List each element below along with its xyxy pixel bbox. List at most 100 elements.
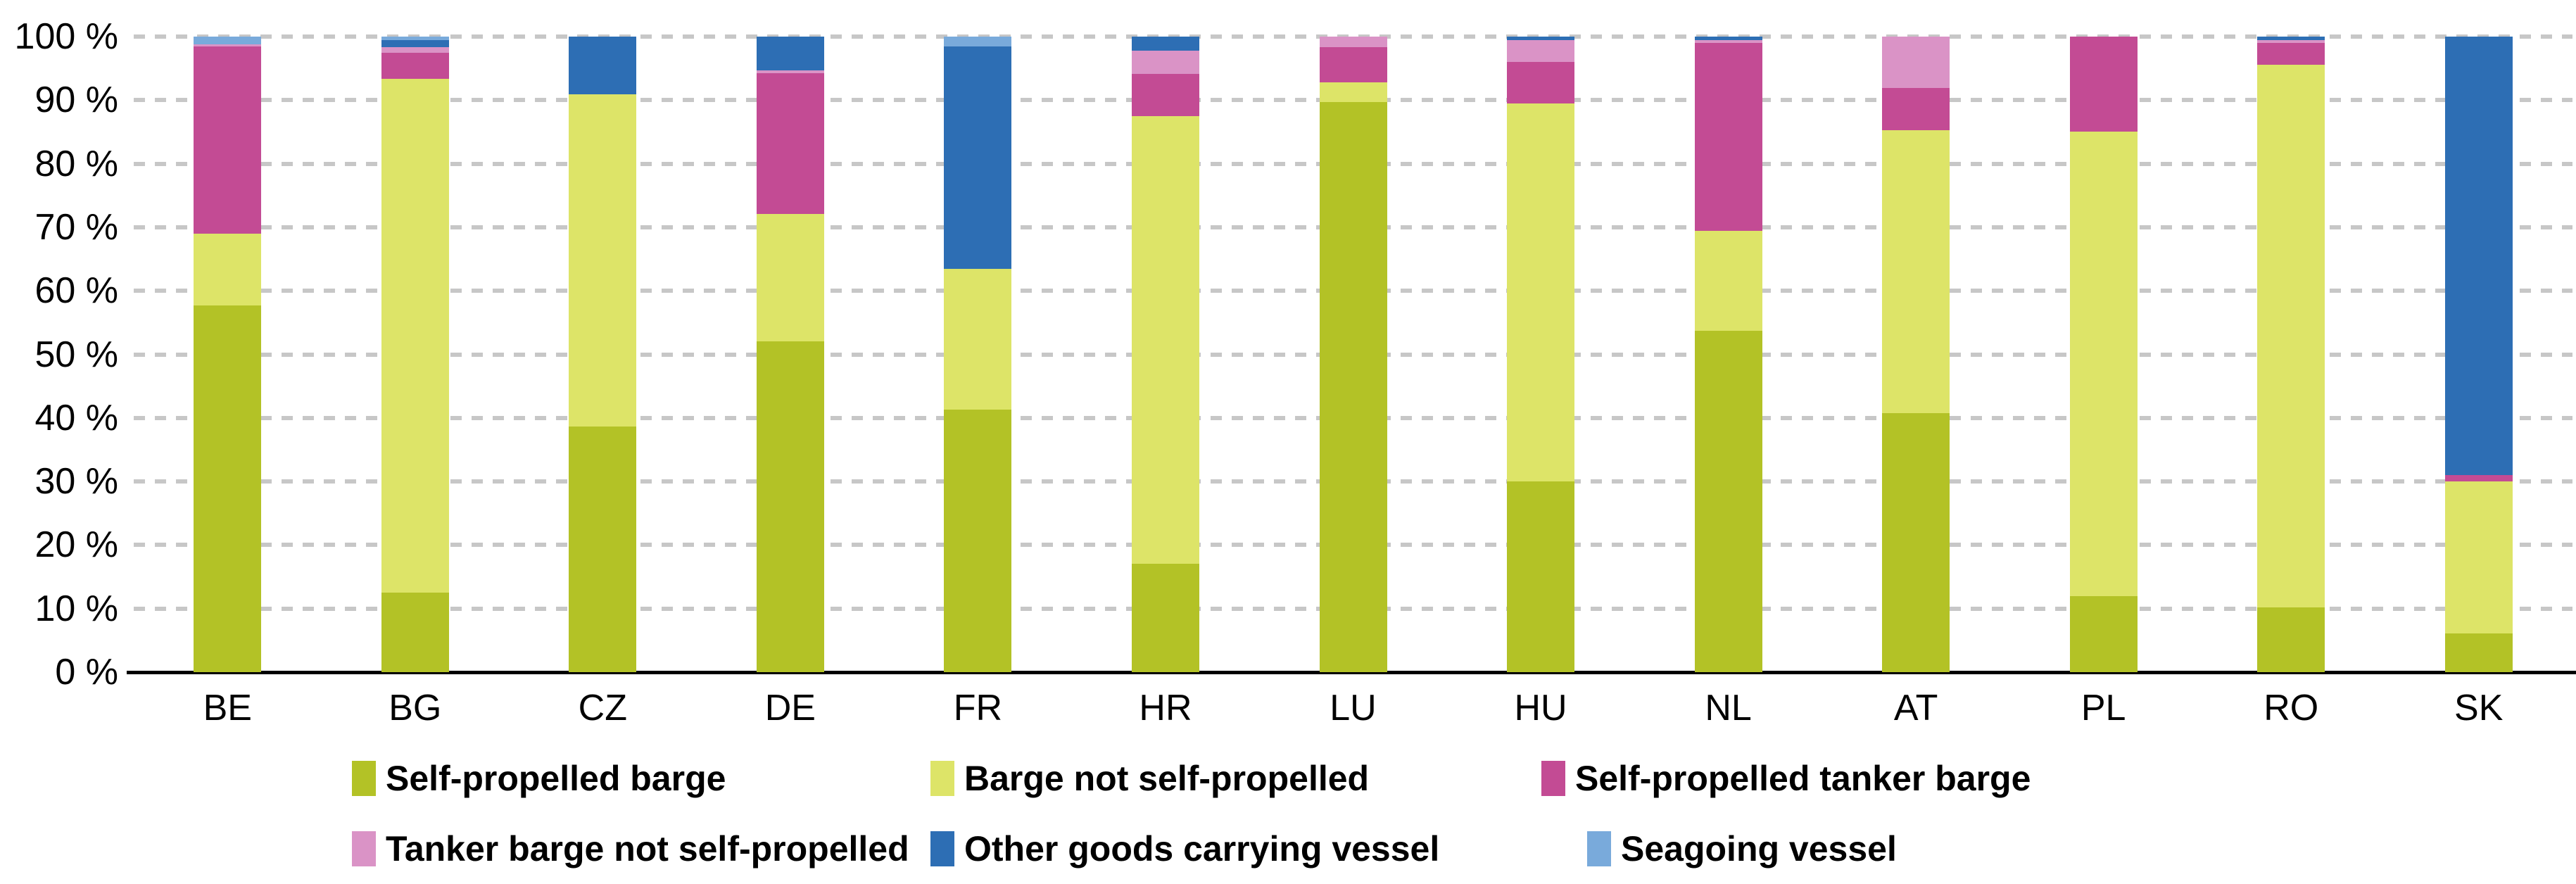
y-tick-label-10: 10 %	[34, 588, 118, 629]
segment-PL-self-propelled-barge	[2069, 595, 2138, 672]
segment-FR-seagoing-vessel	[944, 37, 1012, 47]
segment-BE-self-propelled-barge	[194, 305, 262, 672]
segment-LU-tanker-barge-not-self-propelled	[1319, 37, 1387, 48]
x-tick-label-CZ: CZ	[578, 688, 627, 728]
y-tick-label-60: 60 %	[34, 270, 118, 312]
segment-NL-other-goods-carrying-vessel	[1694, 37, 1762, 41]
bar-RO	[2257, 37, 2325, 672]
segment-BE-barge-not-self-propelled	[194, 233, 262, 305]
x-tick-label-NL: NL	[1705, 688, 1752, 728]
bar-DE	[756, 37, 824, 672]
segment-FR-self-propelled-barge	[944, 410, 1012, 672]
segment-HR-self-propelled-barge	[1131, 563, 1199, 672]
segment-DE-tanker-barge-not-self-propelled	[756, 70, 824, 74]
segment-NL-barge-not-self-propelled	[1694, 231, 1762, 332]
legend-label: Self-propelled tanker barge	[1575, 759, 2031, 798]
segment-AT-self-propelled-tanker-barge	[1882, 88, 1950, 130]
segment-DE-self-propelled-tanker-barge	[756, 73, 824, 214]
legend-swatch-icon	[352, 761, 376, 796]
segment-HU-barge-not-self-propelled	[1507, 103, 1575, 482]
segment-SK-other-goods-carrying-vessel	[2444, 37, 2513, 476]
segment-HR-barge-not-self-propelled	[1131, 115, 1199, 564]
segment-RO-self-propelled-barge	[2257, 607, 2325, 672]
segment-BE-self-propelled-tanker-barge	[194, 46, 262, 234]
segment-FR-barge-not-self-propelled	[944, 268, 1012, 410]
x-tick-label-AT: AT	[1893, 688, 1938, 728]
legend-swatch-icon	[352, 831, 376, 866]
legend-swatch-icon	[930, 761, 954, 796]
segment-CZ-other-goods-carrying-vessel	[569, 37, 637, 95]
segment-AT-tanker-barge-not-self-propelled	[1882, 37, 1950, 89]
bar-HR	[1131, 37, 1199, 672]
x-tick-label-PL: PL	[2081, 688, 2126, 728]
legend-item-barge-not-self-propelled: Barge not self-propelled	[930, 759, 1369, 798]
segment-BG-tanker-barge-not-self-propelled	[381, 47, 449, 53]
segment-HU-self-propelled-tanker-barge	[1507, 62, 1575, 103]
y-tick-label-80: 80 %	[34, 143, 118, 184]
segment-RO-self-propelled-tanker-barge	[2257, 43, 2325, 65]
legend-label: Self-propelled barge	[386, 759, 726, 798]
segment-LU-self-propelled-barge	[1319, 102, 1387, 672]
y-tick-label-20: 20 %	[34, 524, 118, 566]
x-tick-label-RO: RO	[2264, 688, 2319, 728]
x-tick-label-HU: HU	[1514, 688, 1567, 728]
segment-AT-barge-not-self-propelled	[1882, 130, 1950, 413]
x-tick-label-BE: BE	[203, 688, 252, 728]
segment-HU-self-propelled-barge	[1507, 481, 1575, 672]
segment-DE-barge-not-self-propelled	[756, 213, 824, 341]
x-tick-label-FR: FR	[953, 688, 1003, 728]
bar-BG	[381, 37, 449, 672]
segment-HR-self-propelled-tanker-barge	[1131, 74, 1199, 116]
segment-BG-barge-not-self-propelled	[381, 78, 449, 593]
legend-label: Other goods carrying vessel	[964, 829, 1440, 869]
bar-HU	[1507, 37, 1575, 672]
bar-LU	[1319, 37, 1387, 672]
bar-NL	[1694, 37, 1762, 672]
segment-CZ-self-propelled-barge	[569, 427, 637, 672]
segment-PL-barge-not-self-propelled	[2069, 132, 2138, 596]
y-tick-label-100: 100 %	[14, 16, 118, 57]
segment-BG-self-propelled-tanker-barge	[381, 52, 449, 79]
segment-SK-self-propelled-barge	[2444, 633, 2513, 672]
segment-RO-tanker-barge-not-self-propelled	[2257, 39, 2325, 44]
y-tick-label-40: 40 %	[34, 397, 118, 438]
segment-RO-barge-not-self-propelled	[2257, 64, 2325, 607]
legend-swatch-icon	[1541, 761, 1565, 796]
gridline-100	[134, 34, 2572, 39]
legend-label: Barge not self-propelled	[964, 759, 1370, 798]
y-tick-label-0: 0 %	[55, 652, 118, 693]
segment-BE-tanker-barge-not-self-propelled	[194, 44, 262, 47]
segment-BG-seagoing-vessel	[381, 37, 449, 40]
bar-CZ	[569, 37, 637, 672]
x-axis-line	[127, 671, 2576, 674]
segment-NL-tanker-barge-not-self-propelled	[1694, 40, 1762, 44]
bar-FR	[944, 37, 1012, 672]
legend-swatch-icon	[930, 831, 954, 866]
segment-BG-other-goods-carrying-vessel	[381, 39, 449, 48]
bar-PL	[2069, 37, 2138, 672]
bar-BE	[194, 37, 262, 672]
legend-item-other-goods-carrying-vessel: Other goods carrying vessel	[930, 829, 1439, 869]
y-tick-label-50: 50 %	[34, 334, 118, 375]
segment-FR-other-goods-carrying-vessel	[944, 46, 1012, 269]
legend-item-self-propelled-barge: Self-propelled barge	[352, 759, 726, 798]
segment-RO-other-goods-carrying-vessel	[2257, 37, 2325, 40]
x-tick-label-BG: BG	[389, 688, 442, 728]
segment-AT-self-propelled-barge	[1882, 412, 1950, 672]
segment-DE-other-goods-carrying-vessel	[756, 37, 824, 70]
segment-HR-tanker-barge-not-self-propelled	[1131, 50, 1199, 75]
x-tick-label-DE: DE	[764, 688, 816, 728]
x-tick-label-SK: SK	[2454, 688, 2504, 728]
segment-BE-seagoing-vessel	[194, 37, 262, 44]
legend-item-self-propelled-tanker-barge: Self-propelled tanker barge	[1541, 759, 2031, 798]
segment-NL-self-propelled-tanker-barge	[1694, 43, 1762, 232]
x-tick-label-HR: HR	[1139, 688, 1192, 728]
segment-HU-tanker-barge-not-self-propelled	[1507, 39, 1575, 63]
legend-label: Seagoing vessel	[1621, 829, 1897, 869]
legend-swatch-icon	[1587, 831, 1611, 866]
segment-DE-self-propelled-barge	[756, 341, 824, 672]
segment-SK-barge-not-self-propelled	[2444, 481, 2513, 633]
segment-HU-other-goods-carrying-vessel	[1507, 37, 1575, 40]
x-tick-label-LU: LU	[1330, 688, 1377, 728]
